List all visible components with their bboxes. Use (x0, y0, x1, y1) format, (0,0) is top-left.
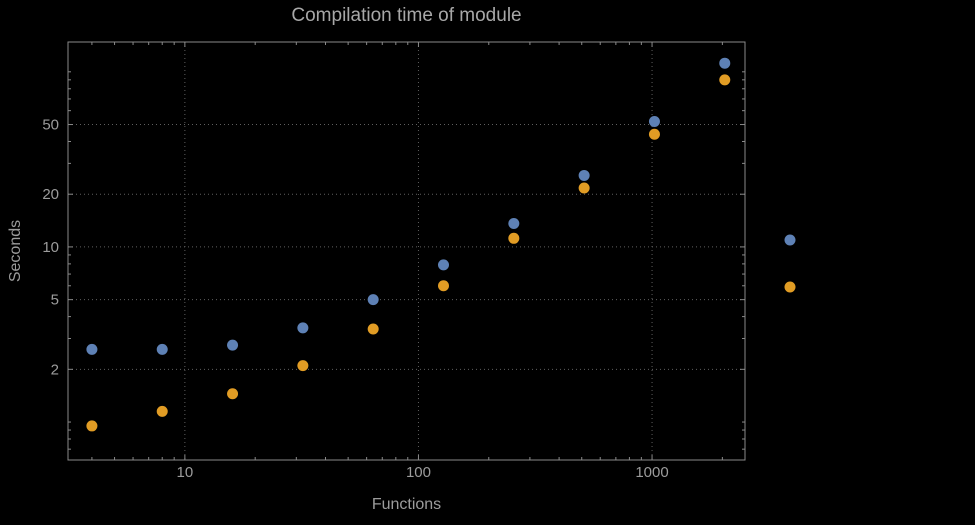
y-tick-label: 10 (42, 239, 59, 256)
legend-marker (784, 234, 796, 246)
data-point (578, 169, 590, 181)
plot-frame (67, 41, 746, 461)
y-tick-label: 20 (42, 186, 59, 203)
data-point (437, 259, 449, 271)
data-point (297, 360, 309, 372)
data-point (578, 182, 590, 194)
x-tick-label: 100 (406, 464, 431, 481)
data-point (86, 420, 98, 432)
data-point (367, 323, 379, 335)
data-point (437, 280, 449, 292)
chart-title: Compilation time of module (291, 5, 522, 26)
data-point (648, 116, 660, 128)
data-point (227, 388, 239, 400)
x-tick-label: 10 (177, 464, 194, 481)
y-tick-label: 2 (51, 361, 59, 378)
data-point (227, 339, 239, 351)
x-tick-label: 1000 (635, 464, 668, 481)
data-point (508, 232, 520, 244)
data-point (719, 74, 731, 86)
x-axis-label: Functions (371, 496, 442, 513)
y-tick-label: 5 (51, 292, 59, 309)
data-point (86, 343, 98, 355)
data-point (156, 405, 168, 417)
data-point (719, 57, 731, 69)
legend-marker (784, 281, 796, 293)
data-point (297, 322, 309, 334)
data-point (508, 218, 520, 230)
data-point (367, 294, 379, 306)
data-point (156, 343, 168, 355)
y-axis-label: Seconds (7, 219, 24, 283)
y-tick-label: 50 (42, 117, 59, 134)
data-point (648, 128, 660, 140)
